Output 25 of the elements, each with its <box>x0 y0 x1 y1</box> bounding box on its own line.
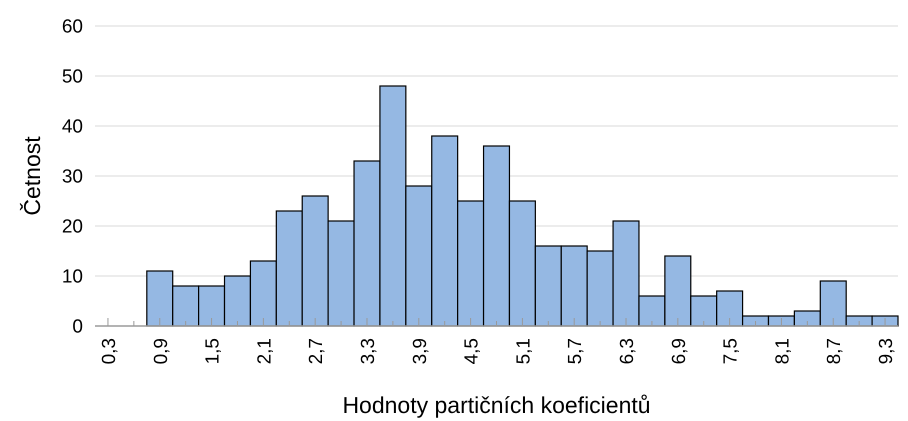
x-tick-label: 8,7 <box>824 338 846 364</box>
x-tick-label: 2,1 <box>254 338 276 364</box>
y-tick-label: 10 <box>62 266 83 288</box>
y-axis-title: Četnost <box>19 136 45 216</box>
x-tick-label: 7,5 <box>720 338 742 364</box>
x-tick-label: 6,9 <box>668 338 690 364</box>
x-tick-label: 0,3 <box>98 338 120 364</box>
x-tick-label: 2,7 <box>306 338 328 364</box>
x-tick-label: 1,5 <box>202 338 224 364</box>
x-tick-label: 3,9 <box>410 338 431 364</box>
x-tick-label: 4,5 <box>462 338 483 364</box>
y-tick-label: 20 <box>62 216 83 238</box>
x-axis-title: Hodnoty partičních koeficientů <box>342 392 651 418</box>
y-tick-label: 0 <box>72 316 83 338</box>
x-tick-label: 5,1 <box>513 338 534 364</box>
x-tick-label: 9,3 <box>876 338 898 364</box>
x-tick-label: 5,7 <box>565 338 586 364</box>
y-tick-label: 50 <box>62 66 83 88</box>
x-tick-label: 6,3 <box>617 338 638 364</box>
y-tick-label: 30 <box>62 166 83 188</box>
x-tick-label: 0,9 <box>150 338 172 364</box>
y-tick-label: 60 <box>62 16 83 38</box>
y-tick-label: 40 <box>62 116 83 138</box>
x-tick-label: 3,3 <box>358 338 379 364</box>
x-tick-label: 8,1 <box>772 338 794 364</box>
